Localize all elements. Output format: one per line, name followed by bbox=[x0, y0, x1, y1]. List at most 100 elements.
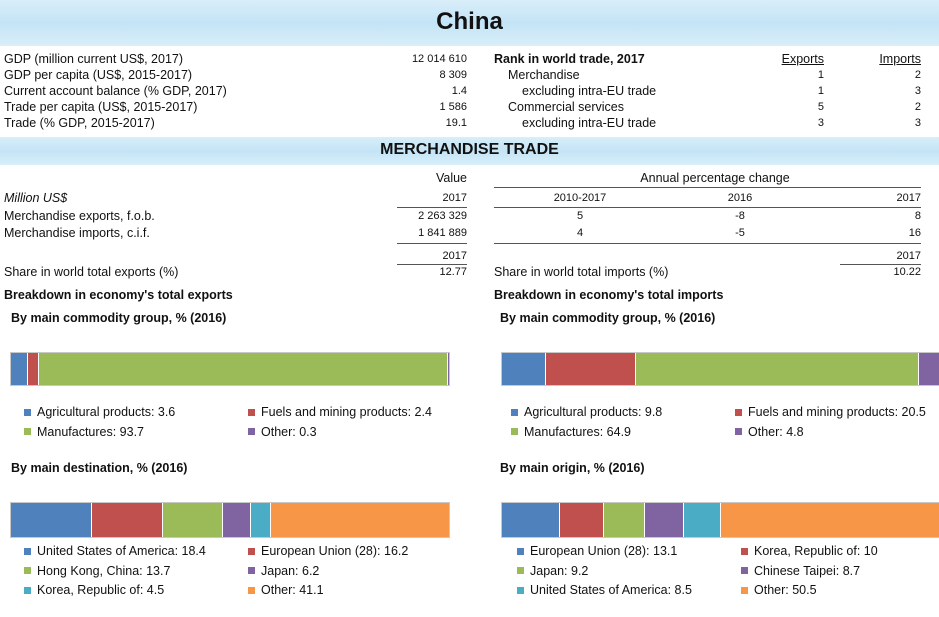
profile-value: 1 586 bbox=[439, 101, 467, 113]
rank-exports-value: 5 bbox=[817, 101, 824, 113]
merch-row-p2: -5 bbox=[735, 227, 745, 239]
rank-imports-value: 2 bbox=[914, 69, 921, 81]
share-exports-label: Share in world total exports (%) bbox=[4, 265, 179, 279]
rank-exports-value: 1 bbox=[817, 85, 824, 97]
exp-commodity-title: By main commodity group, % (2016) bbox=[11, 311, 227, 325]
legend-swatch bbox=[24, 428, 31, 435]
legend-label: Manufactures: 64.9 bbox=[524, 424, 632, 439]
legend-item: Manufactures: 64.9 bbox=[511, 425, 631, 439]
legend-label: Chinese Taipei: 8.7 bbox=[754, 563, 861, 578]
bar-segment bbox=[39, 353, 448, 385]
rank-imports-value: 3 bbox=[914, 117, 921, 129]
imp-origin-bar bbox=[501, 502, 939, 538]
merch-row-label: Merchandise imports, c.i.f. bbox=[4, 226, 150, 240]
legend-swatch bbox=[511, 428, 518, 435]
rank-exports-value: 3 bbox=[817, 117, 824, 129]
exp-dest-title: By main destination, % (2016) bbox=[11, 461, 188, 475]
bar-segment bbox=[559, 503, 605, 537]
legend-item: Other: 0.3 bbox=[248, 425, 317, 439]
share-imports-rule bbox=[840, 264, 921, 265]
profile-label: GDP (million current US$, 2017) bbox=[4, 52, 184, 66]
exports-breakdown-heading: Breakdown in economy's total exports bbox=[4, 288, 233, 302]
profile-label: Trade per capita (US$, 2015-2017) bbox=[4, 100, 198, 114]
annual-header-rule bbox=[494, 187, 921, 188]
legend-swatch bbox=[24, 547, 31, 555]
legend-item: Other: 4.8 bbox=[735, 425, 804, 439]
legend-label: Agricultural products: 3.6 bbox=[37, 405, 176, 419]
legend-item: Korea, Republic of: 10 bbox=[741, 544, 878, 558]
period-1: 2010-2017 bbox=[553, 192, 607, 204]
unit-label: Million US$ bbox=[4, 191, 68, 205]
legend-swatch bbox=[248, 586, 255, 594]
value-header: Value bbox=[435, 171, 467, 185]
legend-label: Hong Kong, China: 13.7 bbox=[37, 563, 171, 578]
legend-item: Japan: 6.2 bbox=[248, 564, 319, 578]
legend-swatch bbox=[511, 408, 518, 416]
bar-segment bbox=[11, 503, 92, 537]
profile-value: 12 014 610 bbox=[411, 53, 467, 65]
legend-label: Japan: 9.2 bbox=[530, 563, 589, 578]
legend-swatch bbox=[24, 408, 31, 416]
legend-swatch bbox=[24, 567, 31, 574]
rank-row-label: Merchandise bbox=[508, 68, 580, 82]
profile-value: 19.1 bbox=[445, 117, 467, 129]
legend-swatch bbox=[735, 428, 742, 435]
legend-item: Korea, Republic of: 4.5 bbox=[24, 583, 164, 597]
legend-item: United States of America: 8.5 bbox=[517, 583, 692, 597]
bar-segment bbox=[604, 503, 645, 537]
bar-segment bbox=[502, 503, 560, 537]
merch-row-p3: 8 bbox=[914, 210, 921, 222]
rank-imports-value: 2 bbox=[914, 101, 921, 113]
legend-item: Manufactures: 93.7 bbox=[24, 425, 144, 439]
page-title: China bbox=[436, 8, 503, 35]
annual-change-header: Annual percentage change bbox=[640, 171, 790, 185]
share-exports-year: 2017 bbox=[442, 250, 467, 262]
legend-swatch bbox=[741, 586, 748, 594]
bar-segment bbox=[683, 503, 722, 537]
legend-label: United States of America: 8.5 bbox=[530, 583, 692, 597]
bar-segment bbox=[162, 503, 223, 537]
legend-swatch bbox=[248, 547, 255, 555]
legend-label: Korea, Republic of: 10 bbox=[754, 544, 878, 558]
rank-imports-value: 3 bbox=[914, 85, 921, 97]
section-title: MERCHANDISE TRADE bbox=[380, 141, 559, 158]
legend-label: Other: 50.5 bbox=[754, 583, 817, 597]
change-rule bbox=[494, 207, 921, 208]
legend-swatch bbox=[248, 408, 255, 416]
section-band bbox=[0, 137, 939, 165]
exp-destination-bar bbox=[10, 502, 450, 538]
legend-item: European Union (28): 13.1 bbox=[517, 544, 677, 558]
bar-segment bbox=[271, 503, 450, 537]
legend-swatch bbox=[517, 567, 524, 574]
profile-label: GDP per capita (US$, 2015-2017) bbox=[4, 68, 193, 82]
bar-segment bbox=[250, 503, 272, 537]
profile-value: 1.4 bbox=[451, 85, 467, 97]
legend-label: Fuels and mining products: 2.4 bbox=[261, 405, 432, 419]
value-rule bbox=[397, 207, 467, 208]
legend-label: Manufactures: 93.7 bbox=[37, 424, 145, 439]
legend-label: European Union (28): 13.1 bbox=[530, 544, 678, 558]
share-imports-value: 10.22 bbox=[893, 266, 921, 278]
legend-swatch bbox=[248, 567, 255, 574]
rank-col-exports: Exports bbox=[781, 52, 824, 66]
merch-bottom-rule-1 bbox=[397, 243, 467, 244]
bar-segment bbox=[721, 503, 939, 537]
merch-row-value: 2 263 329 bbox=[418, 210, 467, 222]
legend-item: Japan: 9.2 bbox=[517, 564, 588, 578]
legend-item: Chinese Taipei: 8.7 bbox=[741, 564, 860, 578]
imp-commodity-bar bbox=[501, 352, 939, 386]
bar-segment bbox=[919, 353, 939, 385]
period-3: 2017 bbox=[896, 192, 921, 204]
legend-swatch bbox=[248, 428, 255, 435]
legend-label: Fuels and mining products: 20.5 bbox=[748, 405, 926, 419]
legend-swatch bbox=[741, 547, 748, 555]
legend-item: Agricultural products: 3.6 bbox=[24, 405, 175, 419]
legend-item: Hong Kong, China: 13.7 bbox=[24, 564, 170, 578]
bar-segment bbox=[447, 353, 449, 385]
value-year: 2017 bbox=[442, 192, 467, 204]
share-exports-value: 12.77 bbox=[439, 266, 467, 278]
merch-bottom-rule-2 bbox=[494, 243, 921, 244]
legend-item: European Union (28): 16.2 bbox=[248, 544, 408, 558]
legend-label: Other: 4.8 bbox=[748, 424, 804, 439]
legend-item: United States of America: 18.4 bbox=[24, 544, 206, 558]
